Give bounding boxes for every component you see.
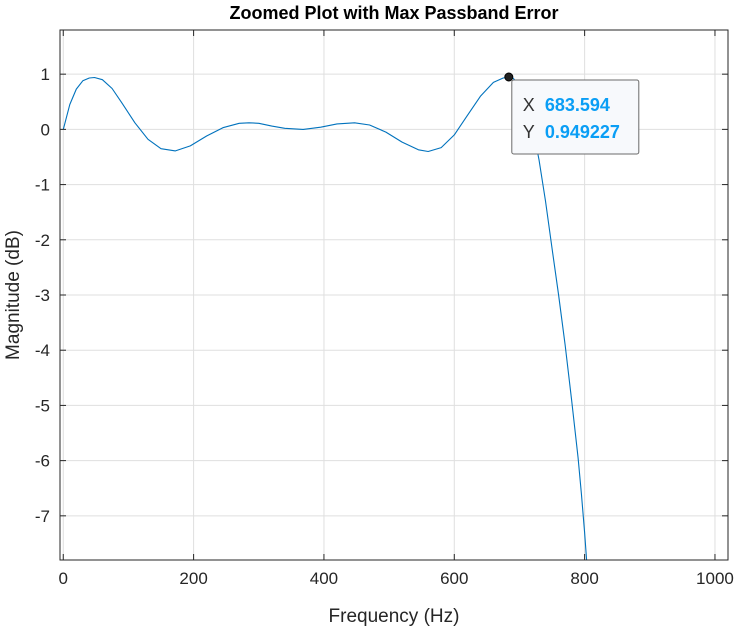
x-tick-label: 1000: [696, 569, 734, 588]
data-tip-x-value: 683.594: [545, 95, 610, 115]
y-tick-label: -5: [35, 396, 50, 415]
x-tick-label: 600: [440, 569, 468, 588]
data-tip-y-value: 0.949227: [545, 122, 620, 142]
data-tip[interactable]: X 683.594 Y 0.949227: [504, 72, 640, 155]
y-axis-label: Magnitude (dB): [3, 230, 24, 360]
x-tick-label: 200: [179, 569, 207, 588]
series-line: [62, 76, 588, 561]
x-tick-label: 0: [59, 569, 68, 588]
x-tick-label: 800: [570, 569, 598, 588]
y-tick-label: -1: [35, 176, 50, 195]
y-tick-label: 0: [41, 120, 50, 139]
data-tip-y-row: Y 0.949227: [523, 122, 620, 142]
data-tip-x-row: X 683.594: [523, 95, 610, 115]
y-tick-label: -4: [35, 341, 50, 360]
chart-title: Zoomed Plot with Max Passband Error: [229, 3, 558, 23]
data-tip-y-key: Y: [523, 122, 535, 142]
y-tick-label: -2: [35, 231, 50, 250]
data-tip-marker[interactable]: [504, 72, 514, 82]
data-tip-box: [511, 79, 640, 155]
x-tick-label: 400: [310, 569, 338, 588]
data-tip-x-key: X: [523, 95, 535, 115]
x-axis-label: Frequency (Hz): [329, 606, 460, 627]
y-tick-label: -3: [35, 286, 50, 305]
tick-marks: [60, 30, 728, 560]
y-tick-label: -7: [35, 507, 50, 526]
y-tick-label: 1: [41, 65, 50, 84]
series-lines: [62, 76, 588, 561]
tick-labels: 0 200 400 600 800 1000 -7 -6 -5 -4 -3 -2 -1 0 1: [35, 65, 734, 588]
y-tick-label: -6: [35, 452, 50, 471]
